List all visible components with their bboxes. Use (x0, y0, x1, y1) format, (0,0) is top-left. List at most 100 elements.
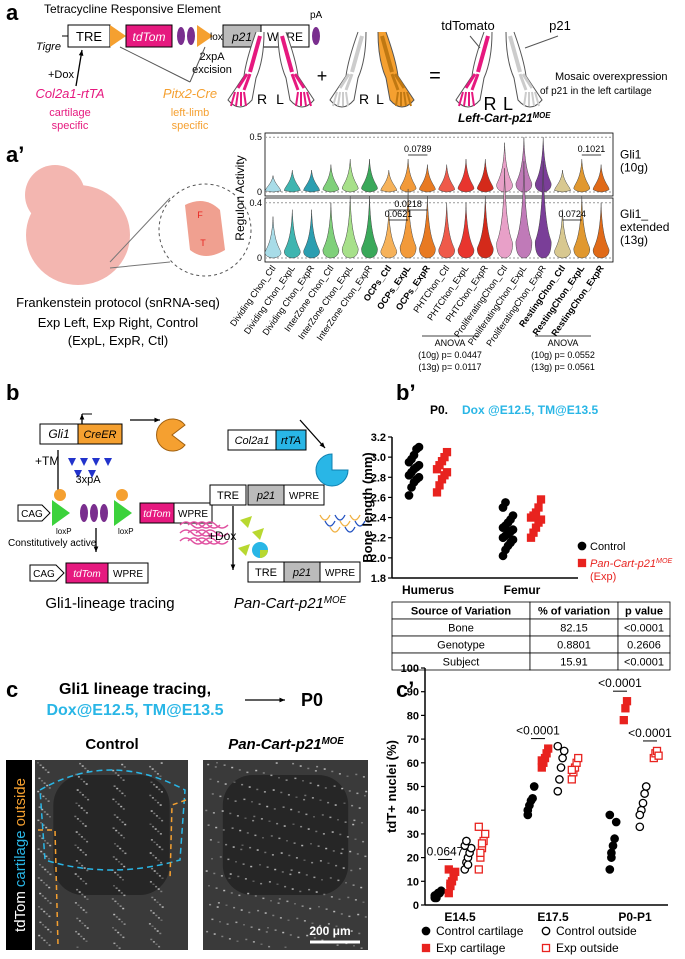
data-point (654, 751, 663, 760)
label: (10g) p= 0.0447 (418, 350, 482, 360)
texture (77, 776, 80, 778)
data-point (537, 756, 546, 765)
texture (335, 925, 338, 927)
violin (380, 170, 398, 193)
texture (115, 887, 118, 889)
texture (84, 854, 87, 856)
texture (207, 763, 210, 766)
violin (457, 202, 475, 259)
p21-protein (324, 520, 336, 527)
arrow-head (230, 564, 236, 570)
texture (301, 905, 304, 907)
violin (303, 170, 320, 193)
y-tick-label: 3.2 (371, 432, 386, 444)
texture (46, 871, 49, 873)
texture (119, 847, 122, 850)
label: ANOVA (435, 338, 466, 348)
legend-label: Control outside (556, 924, 637, 938)
texture (209, 778, 212, 780)
texture (325, 908, 328, 910)
label: Tetracycline Responsive Element (44, 2, 221, 16)
texture (117, 931, 120, 934)
violin (284, 209, 301, 259)
label: Gli1_ (620, 207, 648, 221)
connector (524, 35, 559, 49)
texture (211, 793, 214, 795)
texture (216, 762, 218, 764)
texture (115, 858, 118, 861)
data-point (432, 488, 442, 497)
texture (313, 937, 316, 939)
label: Pitx2-Cre (163, 86, 217, 101)
texture (358, 932, 361, 935)
texture (223, 889, 226, 892)
y-tick-label: 90 (407, 687, 419, 699)
texture (321, 939, 324, 942)
texture (161, 848, 164, 851)
label: L (376, 91, 384, 107)
texture (78, 833, 81, 836)
texture (81, 893, 84, 896)
label: left-limb (171, 107, 210, 119)
texture (360, 947, 363, 949)
texture (123, 923, 126, 925)
texture (205, 809, 208, 812)
texture (348, 790, 351, 792)
texture (361, 822, 363, 824)
texture (48, 944, 51, 946)
texture (263, 791, 266, 793)
texture (248, 911, 251, 914)
p21-protein (319, 514, 331, 521)
texture (271, 854, 274, 856)
texture (237, 875, 240, 878)
legend-label: Exp outside (556, 941, 619, 955)
texture (78, 804, 81, 807)
texture (304, 794, 307, 797)
connector (189, 46, 206, 83)
texture (81, 794, 84, 796)
data-point (476, 848, 485, 858)
texture (82, 822, 85, 825)
texture (356, 853, 359, 855)
texture (223, 764, 226, 766)
legend-label: Exp cartilage (436, 941, 506, 955)
texture (262, 897, 265, 900)
texture (47, 900, 49, 902)
texture (324, 787, 327, 789)
label: L (276, 91, 284, 107)
label: P0 (301, 690, 323, 710)
texture (302, 780, 304, 782)
data-point (635, 810, 645, 820)
texture (114, 772, 117, 774)
texture (76, 818, 79, 820)
polya (90, 504, 98, 522)
sig-label: <0.0001 (598, 676, 642, 690)
data-point (555, 775, 564, 784)
texture (154, 770, 157, 773)
texture (225, 843, 228, 846)
data-point (442, 468, 452, 477)
data-point (414, 442, 424, 452)
texture (303, 798, 306, 801)
texture (222, 829, 225, 831)
box (77, 423, 123, 445)
label: Pan-Cart-p21MOE (234, 595, 347, 613)
texture (43, 782, 46, 784)
texture (119, 934, 122, 936)
label: +Dox (48, 69, 74, 81)
texture (282, 806, 285, 808)
texture (286, 900, 289, 903)
bone (280, 35, 294, 73)
polya (177, 27, 185, 45)
protein (195, 529, 221, 537)
bone (290, 73, 300, 91)
texture (323, 768, 326, 770)
texture (311, 797, 314, 799)
protein (195, 537, 221, 545)
loxp-site (114, 500, 132, 526)
y-tick-label: 2.8 (371, 472, 386, 484)
tamoxifen (80, 458, 88, 466)
y-tick-label: 2.4 (371, 513, 387, 525)
promoter (17, 504, 51, 522)
texture (327, 801, 330, 804)
